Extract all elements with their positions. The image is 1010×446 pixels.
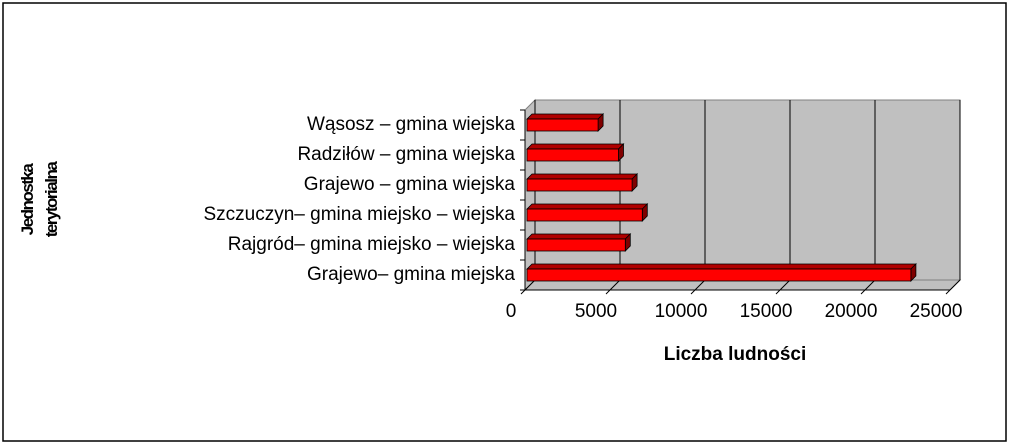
y-tick-label: Grajewo– gmina miejska [307, 264, 515, 285]
x-tick-label: 5000 [575, 301, 617, 322]
bar-front [526, 178, 633, 192]
bar-front [526, 148, 619, 162]
bar-top [526, 113, 605, 120]
floor [523, 279, 962, 291]
y-axis-title: Jednostka terytorialna [18, 162, 61, 238]
x-axis-title: Liczba ludności [664, 344, 807, 365]
bar [526, 173, 639, 192]
x-tick [775, 289, 781, 295]
bar-front [526, 268, 912, 282]
x-tick [860, 289, 866, 295]
x-tick-label: 0 [506, 301, 517, 322]
bar [526, 113, 605, 132]
y-tick-label: Wąsosz – gmina wiejska [307, 114, 515, 135]
x-tick-label: 15000 [740, 301, 793, 322]
bar-top [526, 143, 625, 150]
bar [526, 233, 632, 252]
x-tick-label: 10000 [655, 301, 708, 322]
bar-front [526, 238, 626, 252]
bar-front [526, 208, 643, 222]
y-tick-label: Rajgród– gmina miejsko – wiejska [228, 234, 516, 255]
y-tick-label: Szczuczyn– gmina miejsko – wiejska [203, 204, 515, 225]
bar-top [526, 233, 632, 240]
y-tick-label: Radziłów – gmina wiejska [297, 144, 515, 165]
x-tick [605, 289, 611, 295]
bar-top [526, 263, 917, 270]
bar [526, 263, 917, 282]
bar-top [526, 173, 639, 180]
x-tick [945, 289, 951, 295]
bar [526, 143, 625, 162]
y-tick-label: Grajewo – gmina wiejska [304, 174, 516, 195]
x-tick [690, 289, 696, 295]
bar [526, 203, 649, 222]
x-tick [520, 289, 526, 295]
bar-top [526, 203, 649, 210]
x-tick-label: 25000 [910, 301, 963, 322]
x-tick-label: 20000 [825, 301, 878, 322]
bar-front [526, 118, 599, 132]
grid-line [949, 100, 961, 291]
